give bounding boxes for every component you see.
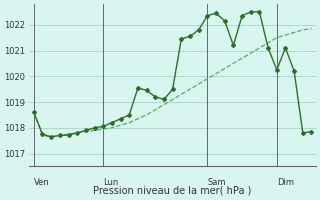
- Text: Ven: Ven: [34, 178, 50, 187]
- Text: Sam: Sam: [207, 178, 226, 187]
- X-axis label: Pression niveau de la mer( hPa ): Pression niveau de la mer( hPa ): [93, 186, 252, 196]
- Text: Lun: Lun: [103, 178, 118, 187]
- Text: Dim: Dim: [277, 178, 294, 187]
